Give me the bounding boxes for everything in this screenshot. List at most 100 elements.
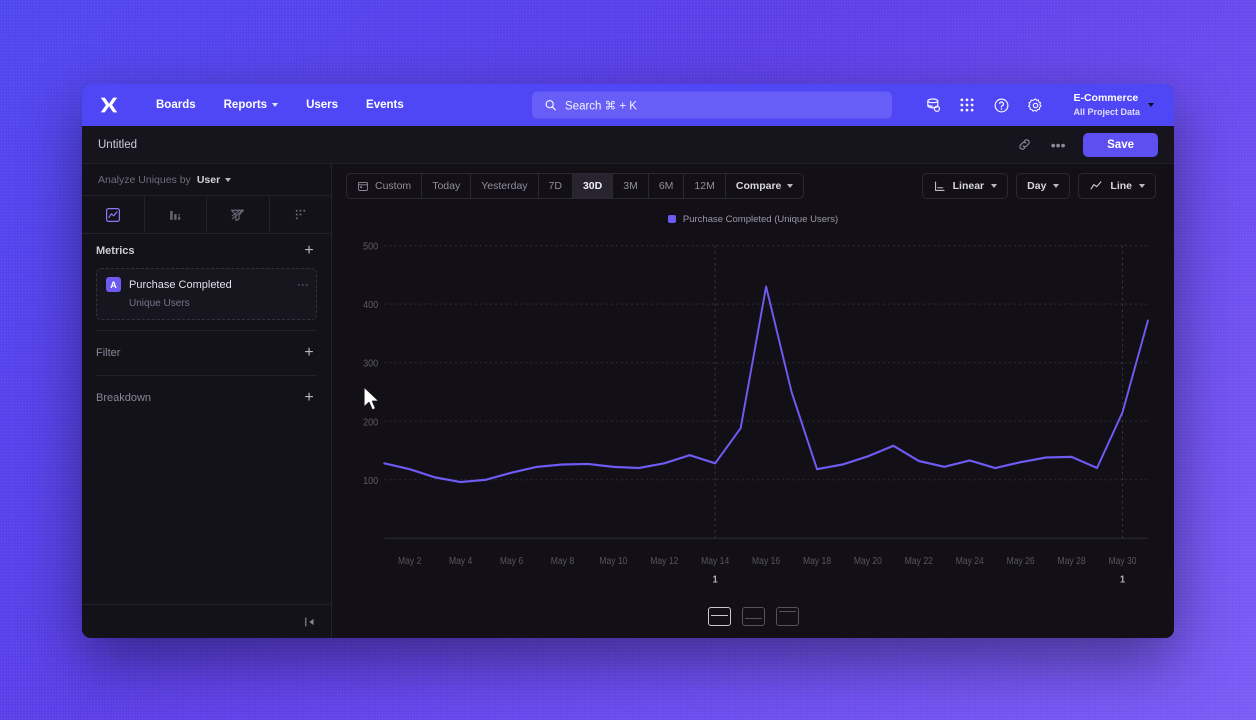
date-range-30d[interactable]: 30D	[572, 174, 614, 198]
svg-text:May 24: May 24	[956, 555, 984, 566]
project-switcher[interactable]: E-Commerce All Project Data	[1063, 90, 1160, 120]
divider	[96, 330, 317, 331]
date-range-6m[interactable]: 6M	[649, 174, 685, 198]
collapse-sidebar-icon[interactable]	[303, 615, 317, 629]
chevron-down-icon	[991, 184, 998, 188]
svg-text:May 2: May 2	[398, 555, 421, 566]
metric-card-top: A Purchase Completed ⋮	[106, 277, 310, 292]
breakdown-header: Breakdown +	[96, 376, 317, 420]
line-chart-icon	[1090, 181, 1102, 190]
interval-dropdown[interactable]: Day	[1016, 173, 1071, 199]
chevron-down-icon	[1148, 103, 1154, 107]
svg-text:May 14: May 14	[701, 555, 729, 566]
database-icon[interactable]	[923, 95, 943, 115]
date-range-3m[interactable]: 3M	[613, 174, 649, 198]
layout-divider-line	[744, 618, 762, 620]
date-range-today[interactable]: Today	[422, 174, 472, 198]
nav-item-events[interactable]: Events	[354, 94, 416, 116]
chart-type-funnel-button[interactable]	[207, 196, 270, 233]
chart-style-dropdown[interactable]: Line	[1078, 173, 1156, 199]
report-header-actions: ••• Save	[1015, 132, 1158, 157]
date-range-12m[interactable]: 12M	[684, 174, 726, 198]
line-chart[interactable]: 500 400 300 200 100 May 2 May 4 May 6 May 8 May 1…	[350, 234, 1156, 594]
nav-item-boards[interactable]: Boards	[144, 94, 208, 116]
svg-text:May 6: May 6	[500, 555, 523, 566]
ellipsis-glyph: •••	[1050, 136, 1066, 153]
date-range-custom[interactable]: Custom	[347, 174, 423, 198]
date-range-3m-label: 3M	[623, 180, 638, 192]
svg-text:1: 1	[1120, 574, 1126, 586]
chart-legend: Purchase Completed (Unique Users)	[332, 208, 1174, 230]
chart-type-bar-button[interactable]	[145, 196, 207, 233]
date-range-selector: Custom Today Yesterday 7D 30D	[346, 173, 805, 199]
metric-card[interactable]: A Purchase Completed ⋮ Unique Users	[96, 268, 317, 320]
layout-divider-line	[710, 615, 728, 617]
chart-style-label: Line	[1110, 180, 1132, 192]
chevron-down-icon	[1053, 184, 1060, 188]
date-range-yesterday[interactable]: Yesterday	[471, 174, 539, 198]
settings-gear-icon[interactable]	[1025, 95, 1045, 115]
layout-split-horizontal-button[interactable]	[707, 606, 731, 626]
metric-measure-label: Unique Users	[129, 298, 190, 309]
save-button[interactable]: Save	[1083, 132, 1158, 157]
interval-label: Day	[1027, 180, 1047, 192]
layout-chart-only-button[interactable]	[775, 606, 799, 626]
chart-panel: Custom Today Yesterday 7D 30D	[332, 164, 1174, 638]
svg-text:May 16: May 16	[752, 555, 780, 566]
analyze-label: Analyze Uniques by	[98, 173, 191, 186]
date-range-yesterday-label: Yesterday	[481, 180, 528, 192]
layout-divider-line	[778, 611, 796, 613]
chart-toolbar: Custom Today Yesterday 7D 30D	[332, 164, 1174, 208]
svg-text:May 8: May 8	[551, 555, 574, 566]
chart-type-line-button[interactable]	[82, 196, 145, 233]
search-placeholder-text: Search ⌘ + K	[565, 100, 637, 112]
add-metric-button[interactable]: +	[304, 242, 314, 259]
chevron-down-icon	[225, 177, 232, 182]
filter-header: Filter +	[96, 331, 317, 375]
svg-text:May 26: May 26	[1007, 555, 1035, 566]
search-input[interactable]: Search ⌘ + K	[532, 91, 892, 119]
date-range-7d-label: 7D	[548, 180, 562, 192]
chart-options: Linear Day Line	[921, 173, 1156, 199]
svg-text:May 22: May 22	[905, 555, 933, 566]
chart-type-retention-button[interactable]	[270, 196, 332, 233]
help-circle-icon[interactable]	[991, 95, 1011, 115]
breakdown-title: Breakdown	[96, 392, 152, 404]
scale-dropdown[interactable]: Linear	[921, 173, 1009, 199]
link-icon[interactable]	[1015, 136, 1033, 154]
ellipsis-icon[interactable]: •••	[1049, 136, 1067, 154]
chart-plot-area: 500 400 300 200 100 May 2 May 4 May 6 May 8 May 1…	[332, 230, 1174, 594]
svg-text:May 4: May 4	[449, 555, 472, 566]
date-range-7d[interactable]: 7D	[539, 174, 573, 198]
chart-type-selector	[82, 196, 331, 234]
layout-chart-over-table-button[interactable]	[741, 606, 765, 626]
project-subtitle: All Project Data	[1073, 106, 1140, 117]
add-breakdown-button[interactable]: +	[304, 389, 314, 406]
analyze-row: Analyze Uniques by User	[82, 164, 331, 196]
apps-grid-icon[interactable]	[957, 95, 977, 115]
report-title[interactable]: Untitled	[98, 138, 137, 151]
filter-section: Filter +	[82, 331, 331, 376]
compare-dropdown[interactable]: Compare	[726, 174, 804, 198]
metrics-title: Metrics	[96, 245, 135, 257]
nav-item-users[interactable]: Users	[294, 94, 350, 116]
funnel-chart-icon	[231, 209, 245, 222]
metric-options-button[interactable]: ⋮	[296, 278, 310, 291]
chevron-down-icon	[272, 103, 279, 107]
analyze-by-value: User	[196, 173, 221, 186]
svg-text:May 12: May 12	[650, 555, 678, 566]
chevron-down-icon	[787, 184, 794, 188]
mixpanel-x-logo-icon[interactable]	[96, 92, 122, 118]
calendar-icon	[358, 181, 368, 191]
nav-item-reports[interactable]: Reports	[212, 94, 290, 116]
analyze-by-dropdown[interactable]: User	[196, 173, 232, 186]
add-filter-button[interactable]: +	[304, 344, 314, 361]
svg-text:May 30: May 30	[1108, 555, 1136, 566]
nav-item-events-label: Events	[366, 99, 404, 111]
legend-label: Purchase Completed (Unique Users)	[682, 213, 839, 225]
report-header-bar: Untitled ••• Save	[82, 126, 1174, 164]
date-range-30d-label: 30D	[582, 180, 603, 192]
metric-name: Purchase Completed	[129, 278, 232, 291]
query-builder-sidebar: Analyze Uniques by User	[82, 164, 332, 638]
line-chart-icon	[105, 207, 120, 222]
